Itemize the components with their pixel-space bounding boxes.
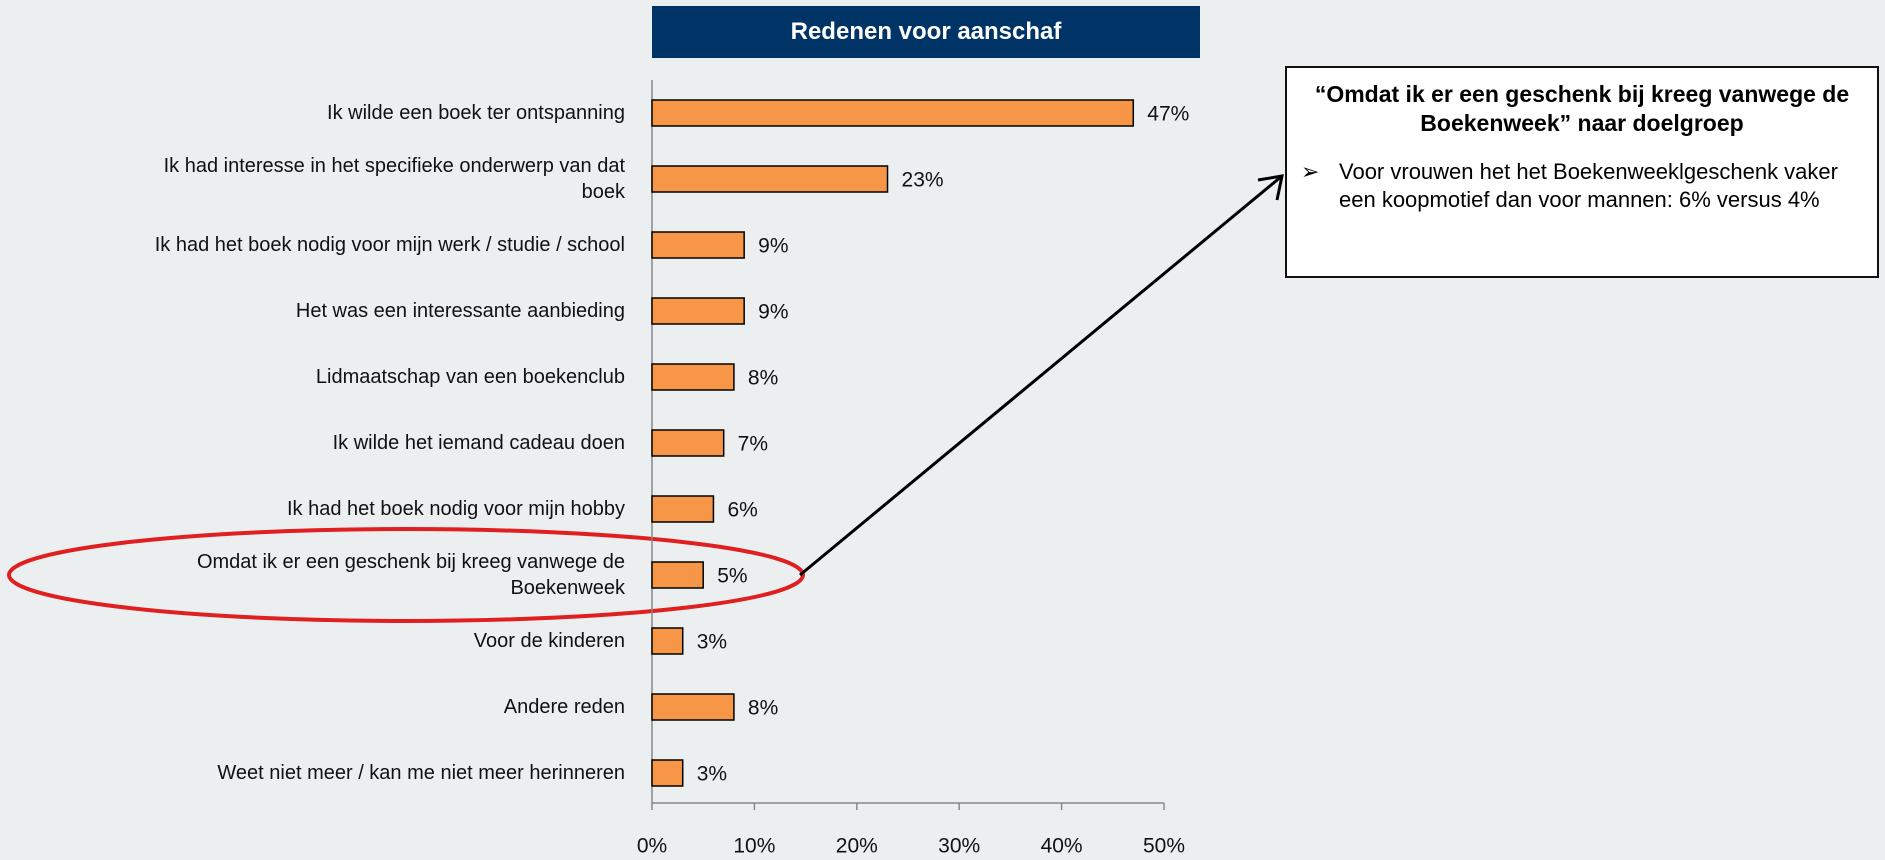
bullet-text: Voor vrouwen het het Boekenweeklgeschenk… <box>1339 159 1838 212</box>
bar <box>651 759 684 787</box>
x-tick-label: 40% <box>1041 835 1083 858</box>
category-label: Ik wilde het iemand cadeau doen <box>332 432 625 454</box>
bar <box>651 429 725 457</box>
bar <box>651 165 889 193</box>
value-label: 7% <box>738 433 768 456</box>
highlight-ellipse <box>7 527 805 623</box>
x-tick-label: 30% <box>938 835 980 858</box>
annotation-box: “Omdat ik er een geschenk bij kreeg vanw… <box>1285 66 1879 278</box>
category-label: Andere reden <box>503 696 625 718</box>
value-label: 3% <box>697 763 727 786</box>
bar <box>651 363 735 391</box>
value-label: 6% <box>727 499 757 522</box>
value-label: 8% <box>748 697 778 720</box>
category-label: Ik had het boek nodig voor mijn werk / s… <box>154 234 625 256</box>
value-label: 3% <box>697 631 727 654</box>
category-label: Weet niet meer / kan me niet meer herinn… <box>217 762 625 784</box>
chart-title: Redenen voor aanschaf <box>652 6 1200 58</box>
bar <box>651 693 735 721</box>
annotation-bullet: ➢ Voor vrouwen het het Boekenweeklgeschen… <box>1301 158 1863 214</box>
category-label: Voor de kinderen <box>473 630 625 652</box>
value-label: 9% <box>758 235 788 258</box>
x-tick-label: 0% <box>637 835 667 858</box>
value-label: 5% <box>717 565 747 588</box>
value-label: 9% <box>758 301 788 324</box>
arrow-head <box>1257 174 1284 201</box>
bar <box>651 561 704 589</box>
bullet-marker: ➢ <box>1301 159 1320 184</box>
arrow-line <box>799 174 1283 577</box>
bar <box>651 495 715 523</box>
value-label: 8% <box>748 367 778 390</box>
bar <box>651 99 1135 127</box>
category-label: Ik had interesse in het specifieke onder… <box>163 155 625 203</box>
value-label: 23% <box>902 169 944 192</box>
category-label: Lidmaatschap van een boekenclub <box>315 366 625 388</box>
bar <box>651 231 745 259</box>
category-label: Ik wilde een boek ter ontspanning <box>327 102 625 124</box>
category-label: Ik had het boek nodig voor mijn hobby <box>287 498 625 520</box>
bar <box>651 627 684 655</box>
category-label: Het was een interessante aanbieding <box>295 300 625 322</box>
x-tick-label: 10% <box>733 835 775 858</box>
x-tick-label: 50% <box>1143 835 1185 858</box>
category-label: Omdat ik er een geschenk bij kreeg vanwe… <box>196 551 625 599</box>
bar <box>651 297 745 325</box>
x-tick-label: 20% <box>836 835 878 858</box>
value-label: 47% <box>1147 103 1189 126</box>
annotation-title: “Omdat ik er een geschenk bij kreeg vanw… <box>1314 81 1850 136</box>
